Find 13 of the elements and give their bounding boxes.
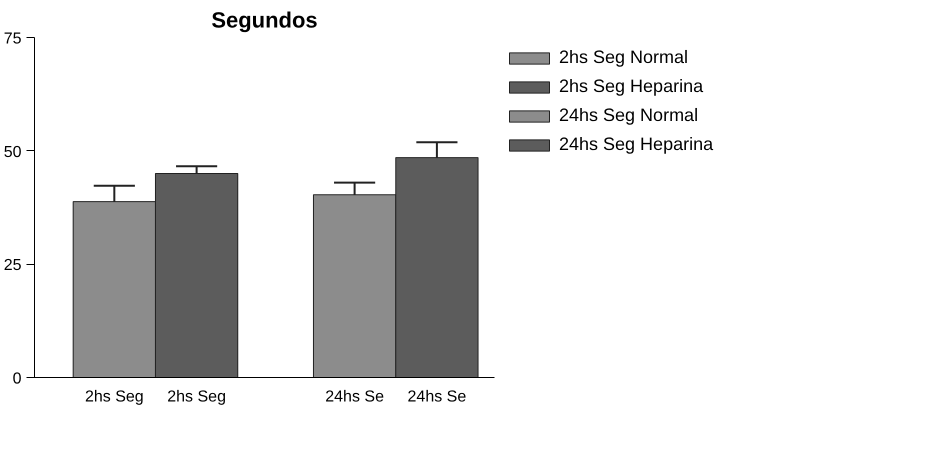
y-tick-label: 75 xyxy=(4,30,22,48)
x-tick-label: 24hs Se xyxy=(408,388,466,406)
y-tick-label: 0 xyxy=(12,370,22,388)
y-tick-label: 25 xyxy=(4,257,22,274)
legend-label: 2hs Seg Normal xyxy=(559,47,688,68)
legend-label: 24hs Seg Normal xyxy=(559,105,698,126)
x-tick-label: 2hs Seg xyxy=(167,388,226,406)
y-tick-label: 50 xyxy=(4,144,22,161)
legend-label: 2hs Seg Heparina xyxy=(559,76,704,97)
x-tick-label: 2hs Seg xyxy=(84,388,144,406)
legend-label: 24hs Seg Heparina xyxy=(559,134,714,155)
x-tick-label: 24hs Se xyxy=(325,388,384,406)
chart-title: Segundos xyxy=(211,8,318,32)
